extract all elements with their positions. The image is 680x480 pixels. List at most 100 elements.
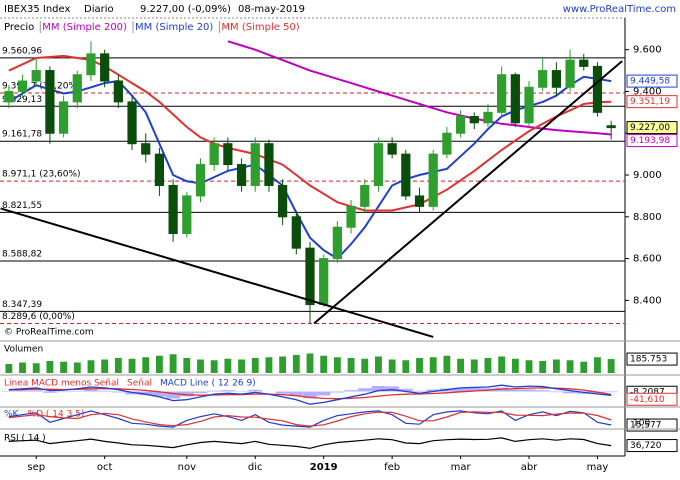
panel-title: %D ( 14 3 5) xyxy=(28,410,85,420)
candle-body xyxy=(223,143,233,166)
value-box-label: 36,720 xyxy=(630,441,662,451)
volume-bar xyxy=(87,360,95,373)
volume-bar xyxy=(498,356,506,373)
macd-histogram xyxy=(522,389,536,392)
value-box xyxy=(626,121,678,135)
y-tick-label: 8.600 xyxy=(633,254,662,265)
level-label-bg xyxy=(1,129,44,140)
macd-histogram xyxy=(426,389,441,392)
volume-bar xyxy=(333,357,341,373)
macd-histogram xyxy=(248,389,263,392)
candle-body xyxy=(195,164,206,197)
volume-bar xyxy=(19,362,26,373)
candle-body xyxy=(31,70,41,82)
macd-histogram xyxy=(344,390,358,392)
macd-histogram xyxy=(84,389,98,392)
volume-bar xyxy=(46,361,54,373)
macd-histogram xyxy=(111,391,126,393)
candle-body xyxy=(538,70,548,88)
volume-bar xyxy=(607,359,615,373)
x-tick-label: 2019 xyxy=(310,462,338,473)
volume-bar xyxy=(73,362,81,373)
panel-title: Volumen xyxy=(4,345,43,355)
candle-body xyxy=(319,258,329,306)
y-tick-label: 9.600 xyxy=(633,45,662,56)
legend-item: MM (Simple 20) xyxy=(135,22,213,33)
volume-bar xyxy=(210,360,218,373)
volume-bar xyxy=(361,358,369,373)
macd-histogram xyxy=(316,391,331,396)
value-box xyxy=(626,439,678,453)
candle-body xyxy=(58,101,69,134)
candle-body xyxy=(346,205,356,228)
macd-histogram xyxy=(166,391,180,399)
level-label-bg xyxy=(1,94,44,105)
macd-histogram xyxy=(193,391,208,394)
value-box-label: 9.227,00 xyxy=(630,123,670,133)
macd-histogram xyxy=(15,390,30,392)
x-tick-label: mar xyxy=(451,462,472,473)
macd-histogram xyxy=(207,390,222,392)
header-period: Diario xyxy=(84,4,114,15)
macd-histogram xyxy=(604,391,618,393)
value-box-label: 15,577 xyxy=(630,421,662,431)
macd-histogram xyxy=(43,391,57,393)
candle-body xyxy=(236,164,247,186)
candle-body xyxy=(442,132,452,155)
candle-body xyxy=(127,101,137,145)
legend-price: Precio xyxy=(4,22,34,33)
candle-body xyxy=(305,247,315,306)
candle-body xyxy=(72,74,82,103)
candle-body xyxy=(141,143,151,155)
volume-bar xyxy=(60,361,68,373)
value-box-label: -41,610 xyxy=(630,395,665,405)
value-box-label: 185.753 xyxy=(630,355,667,365)
macd-histogram xyxy=(97,390,112,392)
trendline xyxy=(313,60,623,325)
rsi-line xyxy=(8,437,612,449)
macd-histogram xyxy=(385,386,399,392)
y-tick-label: 8.400 xyxy=(633,295,662,306)
macd-histogram xyxy=(357,388,372,392)
header-date: 08-may-2019 xyxy=(238,4,305,15)
legend-item: MM (Simple 50) xyxy=(221,22,299,33)
moving-average xyxy=(227,40,612,136)
level-label-bg xyxy=(1,311,76,322)
macd-histogram xyxy=(412,390,427,392)
level-label: 8.289,6 (0,00%) xyxy=(2,312,75,322)
volume-bar xyxy=(224,358,232,373)
volume-bar xyxy=(320,355,328,373)
macd-histogram xyxy=(303,391,317,399)
volume-bar xyxy=(128,358,136,373)
stochastic-line xyxy=(8,410,612,428)
y-tick-label: 9.400 xyxy=(633,86,662,97)
volume-bar xyxy=(101,359,109,373)
candle-body xyxy=(291,216,301,249)
volume-bar xyxy=(443,355,451,373)
volume-bar xyxy=(566,360,574,373)
header-title: IBEX35 Index xyxy=(4,4,70,15)
level-label-bg xyxy=(1,169,82,180)
level-label: 8.821,55 xyxy=(2,201,42,211)
macd-histogram xyxy=(330,391,345,393)
value-box xyxy=(626,74,678,88)
volume-bar xyxy=(470,359,478,373)
volume-bar xyxy=(580,361,588,373)
level-label: 8.347,39 xyxy=(2,300,42,310)
candle-body xyxy=(551,70,562,88)
candle-body xyxy=(510,74,520,124)
copyright: © ProRealTime.com xyxy=(4,328,94,338)
level-label-bg xyxy=(1,299,44,310)
level-label: 9.161,78 xyxy=(2,130,42,140)
macd-line xyxy=(8,384,612,405)
level-label: 8.971,1 (23,60%) xyxy=(2,170,81,180)
panel-title: Linea MACD menos Señal xyxy=(4,379,119,389)
level-label: 9.329,13 xyxy=(2,95,42,105)
header-last: 9.227,00 (-0,09%) xyxy=(140,4,231,15)
volume-bar xyxy=(484,358,492,373)
x-tick-label: dic xyxy=(248,462,263,473)
candle-body xyxy=(360,184,370,207)
candle-body xyxy=(401,153,411,197)
candle-body xyxy=(565,59,575,88)
volume-bar xyxy=(457,358,464,373)
